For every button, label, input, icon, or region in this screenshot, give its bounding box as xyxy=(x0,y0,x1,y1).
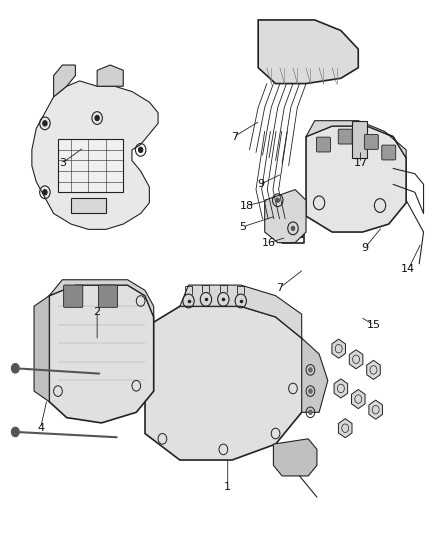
Circle shape xyxy=(138,147,143,152)
Polygon shape xyxy=(351,390,365,409)
Text: 2: 2 xyxy=(94,306,101,317)
Text: 5: 5 xyxy=(240,222,247,232)
Polygon shape xyxy=(53,65,75,97)
Text: 15: 15 xyxy=(367,320,381,330)
Polygon shape xyxy=(97,65,123,86)
Polygon shape xyxy=(367,360,380,379)
Polygon shape xyxy=(332,339,346,358)
Polygon shape xyxy=(306,120,406,158)
Circle shape xyxy=(43,120,47,126)
Polygon shape xyxy=(350,350,363,369)
Circle shape xyxy=(309,368,312,372)
Text: 18: 18 xyxy=(240,200,254,211)
Text: 7: 7 xyxy=(276,282,283,293)
Circle shape xyxy=(309,410,312,415)
Polygon shape xyxy=(58,139,123,192)
Text: 9: 9 xyxy=(257,179,264,189)
Polygon shape xyxy=(34,296,49,402)
Polygon shape xyxy=(180,285,302,338)
Circle shape xyxy=(291,226,295,230)
FancyBboxPatch shape xyxy=(64,285,83,308)
Polygon shape xyxy=(369,400,382,419)
Text: 4: 4 xyxy=(37,423,44,433)
Circle shape xyxy=(11,427,19,437)
FancyBboxPatch shape xyxy=(99,285,117,308)
Polygon shape xyxy=(258,20,358,84)
Polygon shape xyxy=(339,419,352,438)
Polygon shape xyxy=(352,120,367,158)
Polygon shape xyxy=(49,280,154,317)
Text: 14: 14 xyxy=(401,264,415,274)
Text: 9: 9 xyxy=(361,243,368,253)
Polygon shape xyxy=(306,126,406,232)
Text: 16: 16 xyxy=(262,238,276,248)
Text: 7: 7 xyxy=(231,132,238,142)
Polygon shape xyxy=(145,306,311,460)
Circle shape xyxy=(95,115,99,120)
Polygon shape xyxy=(265,190,306,243)
Polygon shape xyxy=(49,285,154,423)
Polygon shape xyxy=(71,198,106,214)
Polygon shape xyxy=(334,379,348,398)
FancyBboxPatch shape xyxy=(364,134,378,149)
FancyBboxPatch shape xyxy=(382,145,396,160)
Text: 1: 1 xyxy=(224,481,231,491)
Polygon shape xyxy=(32,81,158,229)
FancyBboxPatch shape xyxy=(317,137,330,152)
Text: 3: 3 xyxy=(59,158,66,168)
Text: 17: 17 xyxy=(353,158,367,168)
Circle shape xyxy=(11,364,19,373)
Polygon shape xyxy=(302,338,328,413)
Polygon shape xyxy=(273,439,317,476)
Circle shape xyxy=(43,190,47,195)
Circle shape xyxy=(309,389,312,393)
Circle shape xyxy=(276,198,279,203)
FancyBboxPatch shape xyxy=(338,129,352,144)
